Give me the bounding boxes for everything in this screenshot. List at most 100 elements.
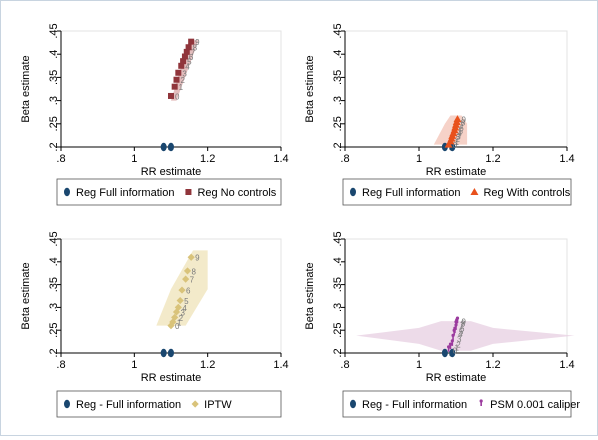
y-tick-label: .45 <box>48 231 60 246</box>
legend-label: Reg With controls <box>483 187 570 199</box>
legend-marker <box>470 188 479 195</box>
legend-label: Reg No controls <box>197 187 276 199</box>
data-point <box>160 348 167 358</box>
confidence-band <box>171 40 199 101</box>
y-tick-label: .4 <box>48 50 60 59</box>
data-point <box>176 296 184 305</box>
x-tick-label: 1.4 <box>559 153 574 165</box>
data-point <box>167 322 175 330</box>
point-label: 5 <box>184 297 189 306</box>
legend-marker <box>479 399 483 403</box>
x-tick-label: 1.2 <box>485 359 500 371</box>
y-tick-label: .3 <box>48 96 60 105</box>
point-label: 4 <box>185 62 190 71</box>
point-label: 8 <box>461 319 466 328</box>
legend <box>342 178 572 206</box>
legend <box>56 390 282 418</box>
data-point <box>178 286 186 294</box>
point-label: 8 <box>192 267 197 276</box>
legend-marker <box>350 187 356 197</box>
data-point <box>173 76 180 83</box>
point-label: 3 <box>181 308 186 317</box>
legend-label: Reg Full information <box>362 187 460 199</box>
point-label: 9 <box>195 254 200 263</box>
point-label: 7 <box>190 276 195 285</box>
point-label: 4 <box>182 304 187 313</box>
x-axis-title: RR estimate <box>141 166 202 178</box>
y-tick-label: .25 <box>332 116 344 131</box>
point-label: 3 <box>182 69 187 78</box>
y-tick-label: .4 <box>48 257 60 266</box>
data-point <box>449 348 456 358</box>
y-tick-label: .4 <box>332 257 344 266</box>
point-label: 1 <box>179 83 184 92</box>
data-point <box>174 303 182 311</box>
data-point <box>182 275 190 283</box>
point-label: 1 <box>177 318 182 327</box>
point-label: 1 <box>454 344 459 353</box>
data-point <box>180 58 187 65</box>
point-label: 8 <box>461 118 466 127</box>
point-label: 2 <box>181 76 186 85</box>
x-tick-label: .8 <box>56 153 65 165</box>
x-tick-label: 1.2 <box>485 153 500 165</box>
data-point <box>171 313 179 322</box>
y-tick-label: .35 <box>332 70 344 85</box>
legend-marker <box>191 400 199 408</box>
point-label: 9 <box>195 38 200 47</box>
confidence-band <box>356 321 575 351</box>
point-label: 4 <box>457 130 462 139</box>
data-point <box>168 92 174 99</box>
data-point <box>447 345 451 349</box>
point-label: 9 <box>461 116 466 125</box>
point-label: 6 <box>189 53 194 62</box>
x-tick-label: 1.4 <box>559 359 574 371</box>
data-point <box>185 44 192 51</box>
y-tick-label: .45 <box>332 231 344 246</box>
plot-area <box>60 30 282 148</box>
legend-label: IPTW <box>204 399 232 411</box>
data-point <box>183 267 192 275</box>
y-tick-label: .25 <box>332 323 344 338</box>
x-tick-label: 1 <box>416 359 422 371</box>
y-axis-title: Beta estimate <box>20 55 32 122</box>
legend <box>56 178 282 206</box>
point-label: 4 <box>458 330 463 339</box>
y-tick-label: .35 <box>332 277 344 292</box>
data-point <box>448 342 453 346</box>
point-label: 0 <box>175 322 180 331</box>
data-point <box>187 253 195 261</box>
y-tick-label: .3 <box>332 303 344 312</box>
legend-marker <box>64 187 70 197</box>
y-tick-label: .45 <box>332 23 344 38</box>
legend-label: Reg - Full information <box>76 399 181 411</box>
data-point <box>172 308 181 316</box>
series-1: 8 <box>160 142 174 153</box>
y-tick-label: .4 <box>332 50 344 59</box>
x-tick-label: 1.2 <box>200 153 215 165</box>
point-label: 2 <box>456 340 461 349</box>
data-point <box>171 83 178 90</box>
x-tick-label: 1 <box>416 153 422 165</box>
point-label: 6 <box>186 287 191 296</box>
data-point <box>181 53 188 60</box>
legend-marker <box>185 189 192 195</box>
x-tick-label: 1.4 <box>273 359 288 371</box>
point-label: 5 <box>459 328 464 337</box>
point-label: 7 <box>460 321 465 330</box>
point-label: 9 <box>461 318 466 327</box>
chart-panel-1: .2 .25 .3 .35 .4 .45 .8 1 1.2 1.4 RR estimate Beta … <box>20 23 289 206</box>
y-tick-label: .2 <box>332 348 344 357</box>
y-tick-label: .35 <box>48 70 60 85</box>
point-label: 1 <box>454 138 459 147</box>
x-axis-title: RR estimate <box>141 372 202 384</box>
point-label: 5 <box>187 58 192 67</box>
y-tick-label: .25 <box>48 116 60 131</box>
legend-label: Reg - Full information <box>362 399 467 411</box>
point-label: 3 <box>457 335 462 344</box>
point-label: 6 <box>460 324 465 333</box>
